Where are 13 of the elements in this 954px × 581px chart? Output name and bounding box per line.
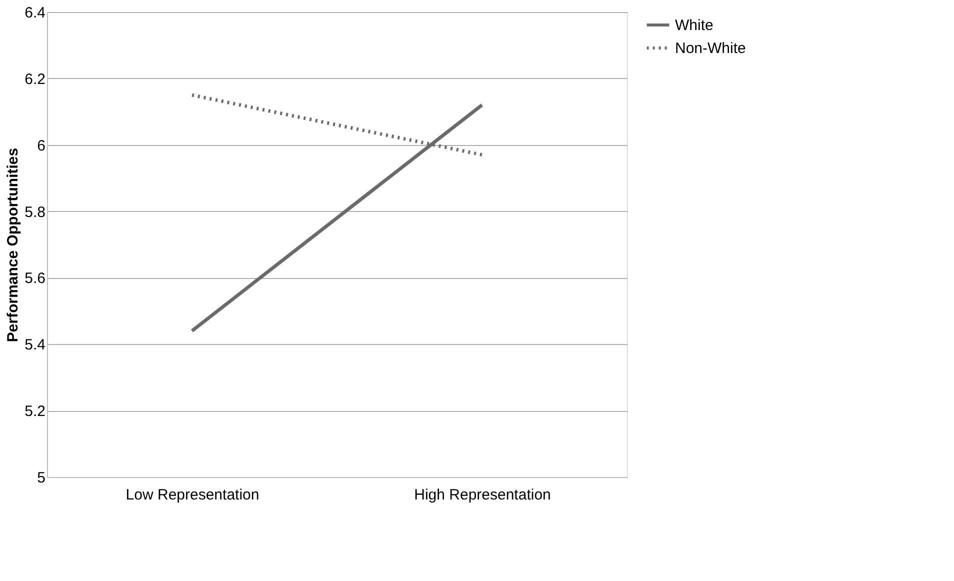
y-tick-label: 5.8	[24, 204, 46, 221]
legend-label: Non-White	[675, 40, 746, 57]
y-tick-label: 5.4	[24, 336, 46, 354]
y-axis-title: Performance Opportunities	[4, 148, 22, 342]
y-tick-label: 5	[37, 470, 46, 486]
y-tick-label: 5.2	[24, 403, 46, 420]
legend-label: White	[675, 17, 714, 34]
y-tick-label: 5.6	[24, 270, 46, 288]
x-tick-label: High Representation	[414, 486, 551, 504]
y-tick-label: 6	[37, 137, 46, 154]
x-tick-label: Low Representation	[126, 486, 260, 504]
y-tick-label: 6.2	[24, 70, 46, 88]
y-tick-label: 6.4	[24, 4, 46, 22]
